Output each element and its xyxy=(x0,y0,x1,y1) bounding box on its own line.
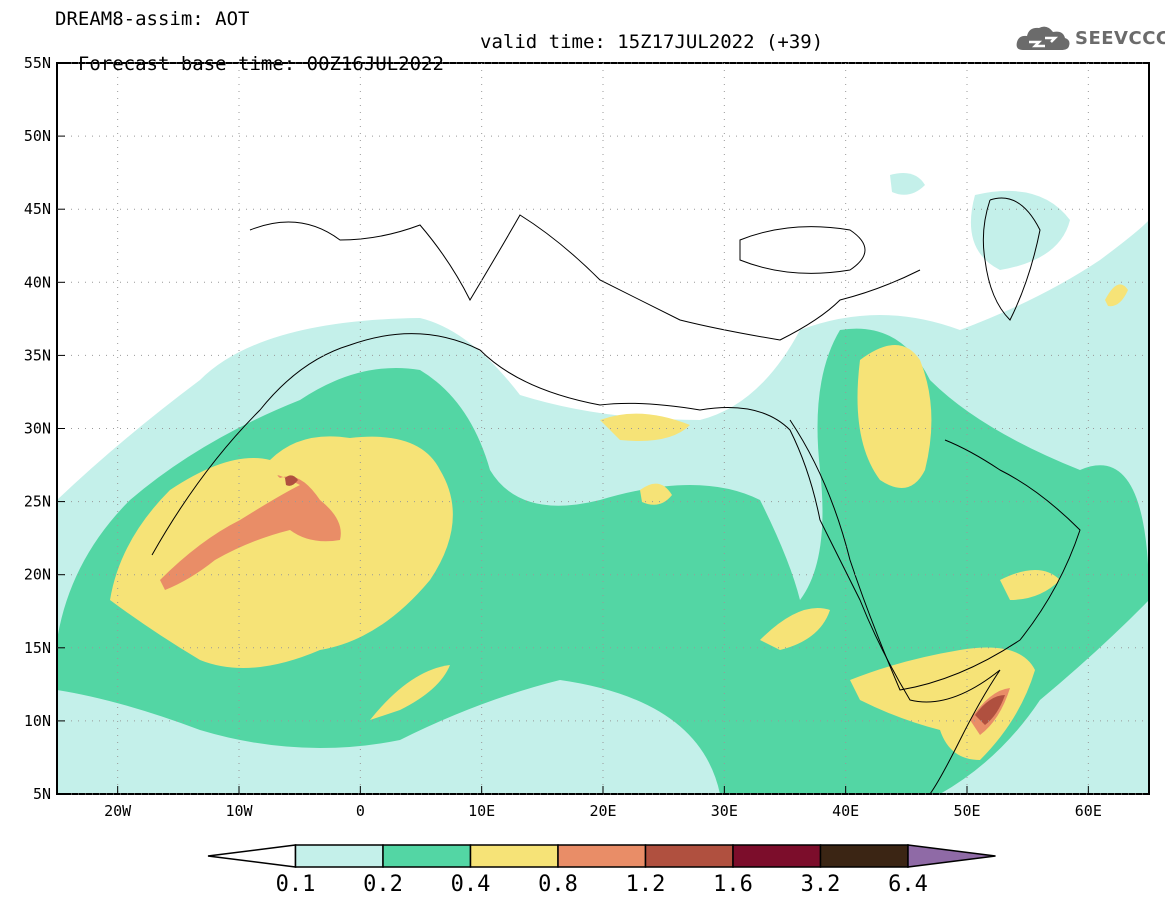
colorbar-label: 1.2 xyxy=(626,872,666,897)
lat-tick-label: 45N xyxy=(24,200,51,218)
lon-tick-label: 0 xyxy=(356,802,365,820)
colorbar-label: 0.2 xyxy=(363,872,403,897)
lat-tick-label: 25N xyxy=(24,493,51,511)
black-sea-coast xyxy=(739,226,866,274)
lat-tick-label: 20N xyxy=(24,566,51,584)
lat-tick-label: 15N xyxy=(24,639,51,657)
colorbar-segment xyxy=(732,844,822,868)
lat-tick-label: 5N xyxy=(33,785,51,803)
aot-band-0.4-sudan xyxy=(760,608,830,650)
aot-band-1.2 xyxy=(975,695,1005,725)
colorbar-segment xyxy=(557,844,647,868)
colorbar-segment xyxy=(819,844,909,868)
colorbar-label: 0.8 xyxy=(538,872,578,897)
lon-tick-label: 20W xyxy=(104,802,132,820)
colorbar-label: 1.6 xyxy=(713,872,753,897)
aot-band-0.4-caspian xyxy=(1105,284,1128,307)
lon-tick-label: 30E xyxy=(711,802,738,820)
lat-tick-label: 35N xyxy=(24,346,51,364)
aot-band-0.8 xyxy=(160,475,341,590)
map-title: DREAM8-assim: AOT xyxy=(55,8,250,30)
lat-tick-label: 30N xyxy=(24,420,51,438)
europe-coast xyxy=(249,214,921,341)
lon-tick-label: 10E xyxy=(468,802,495,820)
logo-text: SEEVCCC xyxy=(1075,28,1165,49)
aot-band-0.4-libya xyxy=(600,413,690,441)
colorbar-over-triangle xyxy=(907,844,996,868)
aot-band-0.4-oman xyxy=(1000,570,1060,600)
lat-tick-label: 10N xyxy=(24,712,51,730)
colorbar: 0.1 0.2 0.4 0.8 1.2 1.6 3.2 6.4 xyxy=(207,844,996,897)
aot-band-0.4-sahel xyxy=(370,665,450,720)
valid-time: valid time: 15Z17JUL2022 (+39) xyxy=(480,31,824,53)
colorbar-segment xyxy=(294,844,384,868)
lon-tick-label: 50E xyxy=(953,802,980,820)
lon-tick-label: 40E xyxy=(832,802,859,820)
aot-band-0.4-egypt xyxy=(640,483,672,505)
seevccc-logo: SEEVCCC xyxy=(1015,22,1165,58)
lon-tick-label: 20E xyxy=(589,802,616,820)
colorbar-label: 6.4 xyxy=(888,872,928,897)
caspian-coast xyxy=(982,197,1041,321)
arabia-coast xyxy=(789,419,1081,691)
lon-tick-label: 60E xyxy=(1075,802,1102,820)
lat-tick-label: 40N xyxy=(24,273,51,291)
colorbar-under-triangle xyxy=(207,844,297,868)
colorbar-segment xyxy=(469,844,559,868)
aot-band-0.4-sahara xyxy=(110,436,453,668)
aot-band-0.4-arabia xyxy=(857,345,932,488)
aot-field xyxy=(57,172,1149,794)
colorbar-segment xyxy=(382,844,472,868)
africa-coast xyxy=(151,333,1001,794)
colorbar-label: 0.1 xyxy=(276,872,316,897)
cloud-icon xyxy=(1016,26,1070,50)
aot-band-1.2-sahara xyxy=(285,475,298,486)
map-axes: 55N 50N 45N 40N 35N 30N 25N 20N 15N 10N 5N 20W 10W 0 1… xyxy=(24,54,1149,820)
aot-band-0.1-caspian xyxy=(970,190,1070,270)
lat-tick-label: 55N xyxy=(24,54,51,72)
lat-tick-label: 50N xyxy=(24,127,51,145)
aot-band-0.1-small xyxy=(890,172,925,195)
coastlines xyxy=(151,197,1081,794)
lon-tick-label: 10W xyxy=(225,802,253,820)
colorbar-label: 0.4 xyxy=(451,872,491,897)
colorbar-label: 3.2 xyxy=(801,872,841,897)
colorbar-segment xyxy=(644,844,734,868)
